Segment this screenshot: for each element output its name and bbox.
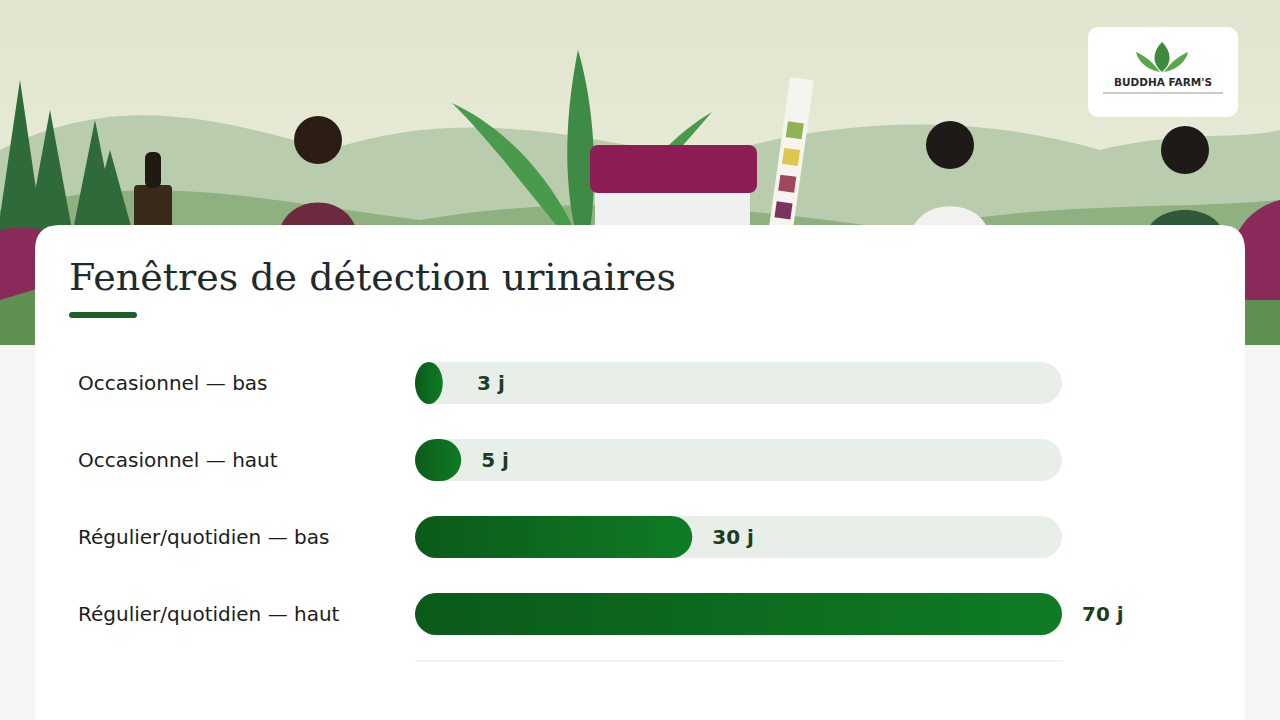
title-underline [69, 312, 137, 318]
category-labels: Occasionnel — bas Occasionnel — haut Régul… [78, 371, 340, 626]
dropper [145, 152, 161, 188]
data-labels: 3 j 5 j 30 j 70 j [477, 371, 1124, 626]
person [1161, 126, 1209, 174]
root: BUDDHA FARM'S Fenêtres de détection urina… [0, 0, 1280, 720]
bar-track [415, 516, 1062, 558]
data-label: 5 j [481, 448, 509, 472]
chart-title: Fenêtres de détection urinaires [69, 255, 676, 299]
bar [415, 439, 461, 481]
category-label: Régulier/quotidien — haut [78, 602, 340, 626]
logo-box [1088, 27, 1238, 117]
logo-leaf [1155, 42, 1170, 72]
bar-track [415, 593, 1062, 635]
jar-lid [590, 145, 757, 193]
canvas: BUDDHA FARM'S Fenêtres de détection urina… [0, 0, 1280, 720]
bar-track [415, 439, 1062, 481]
test-pad [786, 121, 804, 139]
test-pad [778, 175, 796, 193]
test-strip [769, 77, 814, 229]
category-label: Occasionnel — bas [78, 371, 268, 395]
bar [415, 593, 1062, 635]
tree [88, 150, 132, 230]
dropper [134, 185, 172, 230]
bar [415, 362, 443, 404]
card [35, 225, 1245, 720]
tracks [415, 362, 1062, 635]
bar [415, 516, 692, 558]
axis-line [416, 661, 1063, 662]
test-pad [782, 148, 800, 166]
category-label: Régulier/quotidien — bas [78, 525, 329, 549]
test-pad [774, 201, 792, 219]
brand-logo: BUDDHA FARM'S [1088, 27, 1238, 117]
bars [415, 362, 1062, 635]
leaf [452, 103, 572, 230]
data-label: 30 j [712, 525, 754, 549]
brand-name: BUDDHA FARM'S [1114, 76, 1212, 88]
leaf [567, 50, 594, 230]
person [294, 116, 342, 164]
data-label: 70 j [1082, 602, 1124, 626]
x-axis [416, 661, 1063, 662]
person [926, 121, 974, 169]
logo-rule [1103, 93, 1223, 94]
bar-track [415, 362, 1062, 404]
category-label: Occasionnel — haut [78, 448, 278, 472]
logo-leaf [1136, 52, 1188, 72]
data-label: 3 j [477, 371, 505, 395]
tree [28, 110, 72, 230]
